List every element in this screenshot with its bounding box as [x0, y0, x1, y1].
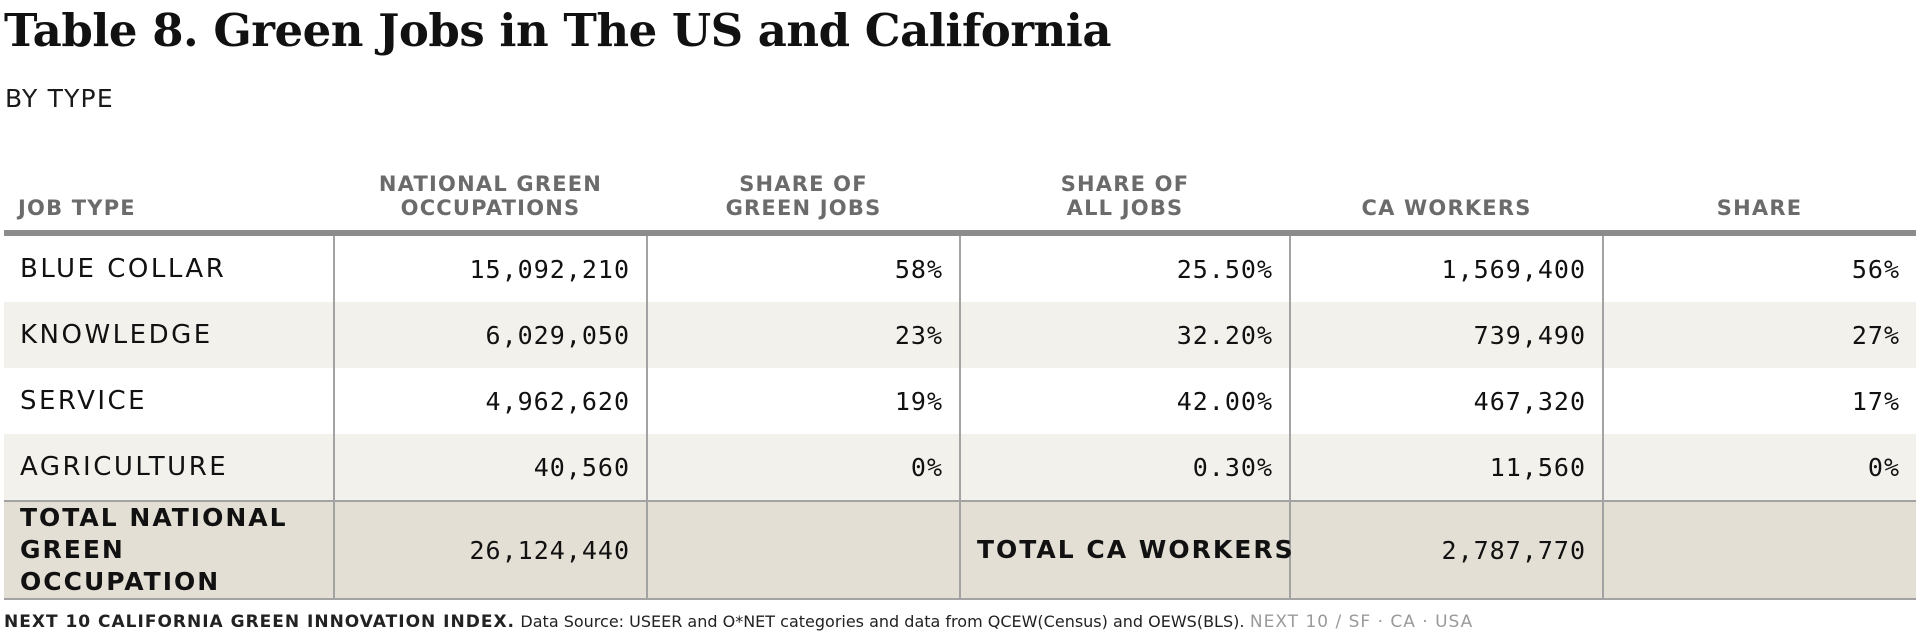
header-line: GREEN JOBS [725, 196, 882, 220]
cell-job-type: SERVICE [20, 386, 148, 416]
cell-share-green: 19% [646, 368, 960, 434]
header-line: SHARE OF [739, 172, 868, 196]
cell-job-type: KNOWLEDGE [4, 302, 334, 368]
total-national-label-line: GREEN OCCUPATION [20, 535, 221, 596]
footer-brand: NEXT 10 / SF · CA · USA [1249, 612, 1474, 632]
table-row-blue-collar: BLUE COLLAR 15,092,210 58% 25.50% 1,569,… [4, 233, 1916, 302]
cell-national: 15,092,210 [333, 233, 647, 302]
header-ca-workers: CA WORKERS [1290, 144, 1603, 236]
table-row-service: SERVICE 4,962,620 19% 42.00% 467,320 17% [4, 368, 1916, 434]
cell-share-all: 25.50% [959, 233, 1290, 302]
cell-share-all: 32.20% [959, 302, 1290, 368]
cell-share-all: 42.00% [959, 368, 1290, 434]
page-subtitle: BY TYPE [5, 84, 114, 113]
cell-share-all: 0.30% [959, 434, 1290, 501]
page-title: Table 8. Green Jobs in The US and Califo… [4, 4, 1112, 57]
header-line: CA WORKERS [1361, 196, 1532, 220]
cell-job-type: AGRICULTURE [4, 434, 334, 501]
total-national-label-line: TOTAL NATIONAL [20, 503, 288, 532]
cell-share-green: 0% [646, 434, 960, 501]
footer-source: Data Source: USEER and O*NET categories … [520, 612, 1245, 631]
cell-share-green: 58% [646, 233, 960, 302]
footer-org: NEXT 10 CALIFORNIA GREEN INNOVATION INDE… [4, 612, 516, 632]
cell-total-national-value: 26,124,440 [333, 500, 647, 600]
cell-share-green: 23% [646, 302, 960, 368]
footer-source-line: NEXT 10 CALIFORNIA GREEN INNOVATION INDE… [4, 612, 1473, 632]
table-row-knowledge: KNOWLEDGE 6,029,050 23% 32.20% 739,490 2… [4, 302, 1916, 368]
cell-empty [1602, 500, 1916, 600]
cell-job-type: BLUE COLLAR [20, 254, 227, 284]
cell-national: 40,560 [333, 434, 647, 501]
cell-share: 17% [1602, 368, 1916, 434]
header-line: OCCUPATIONS [400, 196, 581, 220]
header-national-green-occupations: NATIONAL GREEN OCCUPATIONS [334, 144, 647, 236]
header-line: NATIONAL GREEN [378, 172, 603, 196]
table-header: JOB TYPE NATIONAL GREEN OCCUPATIONS SHAR… [4, 144, 1916, 236]
cell-national: 6,029,050 [333, 302, 647, 368]
header-row: JOB TYPE NATIONAL GREEN OCCUPATIONS SHAR… [4, 144, 1916, 236]
cell-share: 27% [1602, 302, 1916, 368]
header-job-type-label: JOB TYPE [18, 196, 136, 220]
cell-national: 4,962,620 [333, 368, 647, 434]
table-row-agriculture: AGRICULTURE 40,560 0% 0.30% 11,560 0% [4, 434, 1916, 501]
cell-total-ca-label: TOTAL CA WORKERS [959, 500, 1293, 600]
header-line: ALL JOBS [1066, 196, 1184, 220]
header-share-of-green-jobs: SHARE OF GREEN JOBS [647, 144, 960, 236]
header-share: SHARE [1603, 144, 1916, 236]
cell-share: 56% [1602, 233, 1916, 302]
table-row-total: TOTAL NATIONAL GREEN OCCUPATION 26,124,4… [4, 500, 1916, 600]
header-line: SHARE [1716, 196, 1803, 220]
cell-total-national-label: TOTAL NATIONAL GREEN OCCUPATION [4, 500, 334, 600]
cell-ca-workers: 467,320 [1289, 368, 1603, 434]
green-jobs-table: JOB TYPE NATIONAL GREEN OCCUPATIONS SHAR… [4, 144, 1916, 600]
cell-ca-workers: 11,560 [1289, 434, 1603, 501]
table-body: BLUE COLLAR 15,092,210 58% 25.50% 1,569,… [4, 233, 1916, 600]
cell-share: 0% [1602, 434, 1916, 501]
cell-total-ca-value: 2,787,770 [1289, 500, 1603, 600]
cell-empty [646, 500, 960, 600]
cell-ca-workers: 1,569,400 [1289, 233, 1603, 302]
header-job-type: JOB TYPE [4, 144, 334, 236]
header-share-of-all-jobs: SHARE OF ALL JOBS [960, 144, 1290, 236]
cell-ca-workers: 739,490 [1289, 302, 1603, 368]
header-line: SHARE OF [1060, 172, 1190, 196]
